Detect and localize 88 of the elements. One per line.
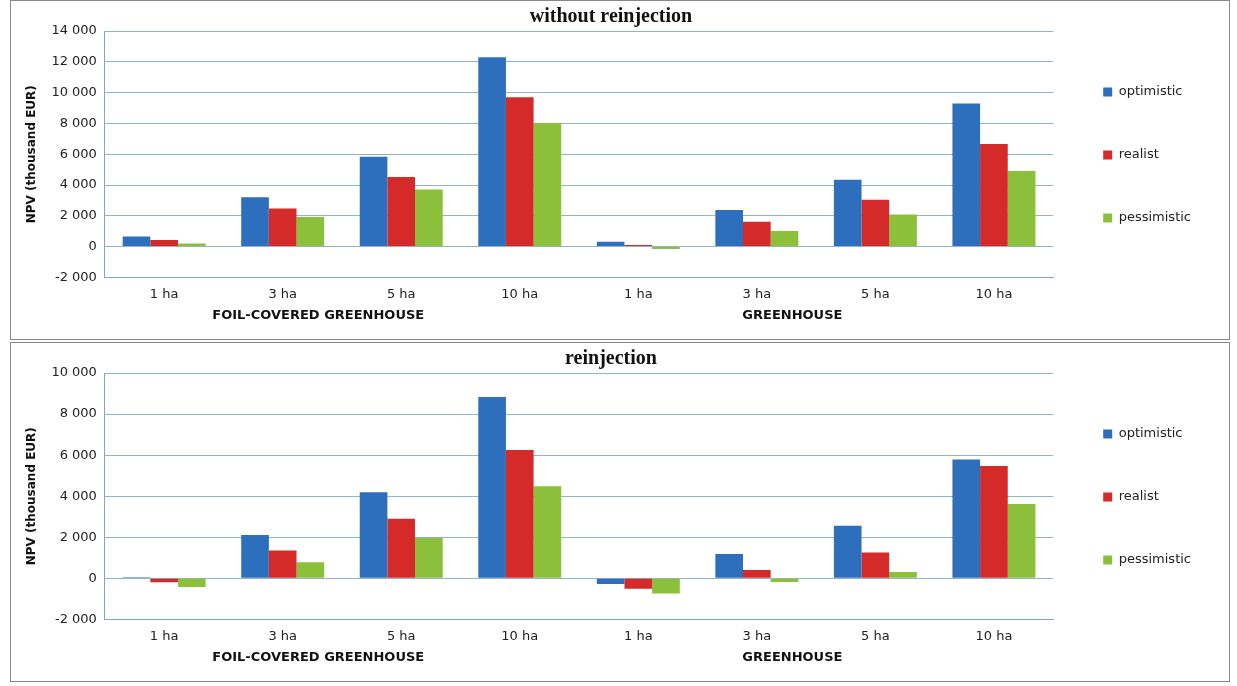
bar bbox=[150, 239, 178, 247]
x-tick-label: 5 ha bbox=[861, 627, 890, 643]
x-tick-label: 10 ha bbox=[501, 285, 539, 301]
bar bbox=[387, 518, 416, 578]
bar bbox=[743, 569, 771, 578]
x-tick-label: 3 ha bbox=[268, 627, 297, 643]
bar bbox=[624, 578, 653, 589]
y-tick-label: 6 000 bbox=[59, 145, 97, 161]
text: FOIL-COVERED GREENHOUSE bbox=[212, 307, 425, 323]
bar bbox=[980, 144, 1008, 247]
bar bbox=[652, 578, 680, 594]
bar bbox=[596, 578, 625, 585]
bar bbox=[359, 492, 388, 578]
y-tick-label: -2 000 bbox=[54, 610, 97, 626]
x-tick-label: 1 ha bbox=[149, 627, 179, 643]
bar bbox=[833, 525, 862, 578]
x-tick-label: 3 ha bbox=[268, 285, 297, 301]
bar bbox=[359, 156, 388, 247]
bar bbox=[861, 199, 890, 247]
bar bbox=[533, 486, 562, 578]
bar bbox=[770, 578, 799, 583]
y-axis-title: NPV (thousand EUR) bbox=[24, 427, 39, 566]
bar bbox=[296, 562, 325, 578]
bar bbox=[889, 214, 917, 247]
legend-label: optimistic bbox=[1118, 83, 1183, 99]
x-tick-label: 5 ha bbox=[861, 285, 890, 301]
y-tick-label: 8 000 bbox=[59, 405, 97, 421]
bar bbox=[743, 221, 771, 247]
x-tick-label: 10 ha bbox=[975, 285, 1013, 301]
bar bbox=[1007, 504, 1036, 578]
bar bbox=[478, 397, 506, 578]
legend-label: optimistic bbox=[1118, 425, 1183, 441]
bar bbox=[533, 122, 562, 247]
bar bbox=[1007, 170, 1036, 247]
chart-title: reinjection bbox=[565, 346, 657, 370]
legend-label: pessimistic bbox=[1118, 551, 1191, 567]
bar bbox=[387, 176, 416, 247]
bar bbox=[241, 197, 269, 247]
y-tick-label: 14 000 bbox=[51, 22, 97, 38]
y-tick-label: 2 000 bbox=[59, 528, 97, 544]
x-tick-label: 1 ha bbox=[624, 285, 653, 301]
y-tick-label: 12 000 bbox=[51, 53, 97, 69]
bar bbox=[415, 189, 443, 247]
bar bbox=[770, 230, 799, 247]
bar bbox=[952, 103, 981, 247]
bar bbox=[505, 450, 534, 578]
bar bbox=[952, 459, 981, 578]
x-tick-label: 3 ha bbox=[742, 627, 772, 643]
x-tick-label: 10 ha bbox=[975, 627, 1013, 643]
y-axis-title: NPV (thousand EUR) bbox=[24, 85, 39, 224]
bar bbox=[415, 537, 443, 578]
y-tick-label: 0 bbox=[88, 237, 97, 253]
y-tick-label: 10 000 bbox=[51, 83, 97, 99]
bar bbox=[241, 535, 269, 578]
y-tick-label: 10 000 bbox=[51, 364, 97, 380]
bar bbox=[715, 553, 744, 578]
bar bbox=[889, 571, 917, 578]
text: FOIL-COVERED GREENHOUSE bbox=[212, 649, 425, 665]
y-tick-label: 0 bbox=[88, 569, 97, 585]
y-tick-label: 4 000 bbox=[59, 176, 97, 192]
chart-title: without reinjection bbox=[529, 4, 693, 28]
y-tick-label: 4 000 bbox=[59, 487, 97, 503]
y-tick-label: 6 000 bbox=[59, 446, 97, 462]
bar bbox=[833, 179, 862, 247]
bar bbox=[861, 552, 890, 578]
x-tick-label: 1 ha bbox=[149, 285, 179, 301]
legend-label: realist bbox=[1118, 146, 1159, 162]
bar bbox=[122, 236, 151, 247]
text: GREENHOUSE bbox=[742, 649, 843, 665]
x-tick-label: 1 ha bbox=[624, 627, 653, 643]
x-tick-label: 5 ha bbox=[386, 285, 416, 301]
text: GREENHOUSE bbox=[742, 307, 843, 323]
bar bbox=[268, 208, 297, 247]
bar bbox=[505, 97, 534, 247]
y-tick-label: 2 000 bbox=[59, 207, 97, 223]
bar bbox=[268, 550, 297, 578]
y-tick-label: 8 000 bbox=[59, 114, 97, 130]
legend-label: pessimistic bbox=[1118, 209, 1191, 225]
x-tick-label: 5 ha bbox=[386, 627, 416, 643]
bar bbox=[478, 57, 506, 247]
bar bbox=[715, 209, 744, 247]
x-tick-label: 10 ha bbox=[501, 627, 539, 643]
bar bbox=[177, 578, 206, 587]
x-tick-label: 3 ha bbox=[742, 285, 772, 301]
bar bbox=[296, 217, 325, 247]
y-tick-label: -2 000 bbox=[54, 268, 97, 284]
legend-label: realist bbox=[1118, 488, 1159, 504]
bar bbox=[980, 466, 1008, 578]
